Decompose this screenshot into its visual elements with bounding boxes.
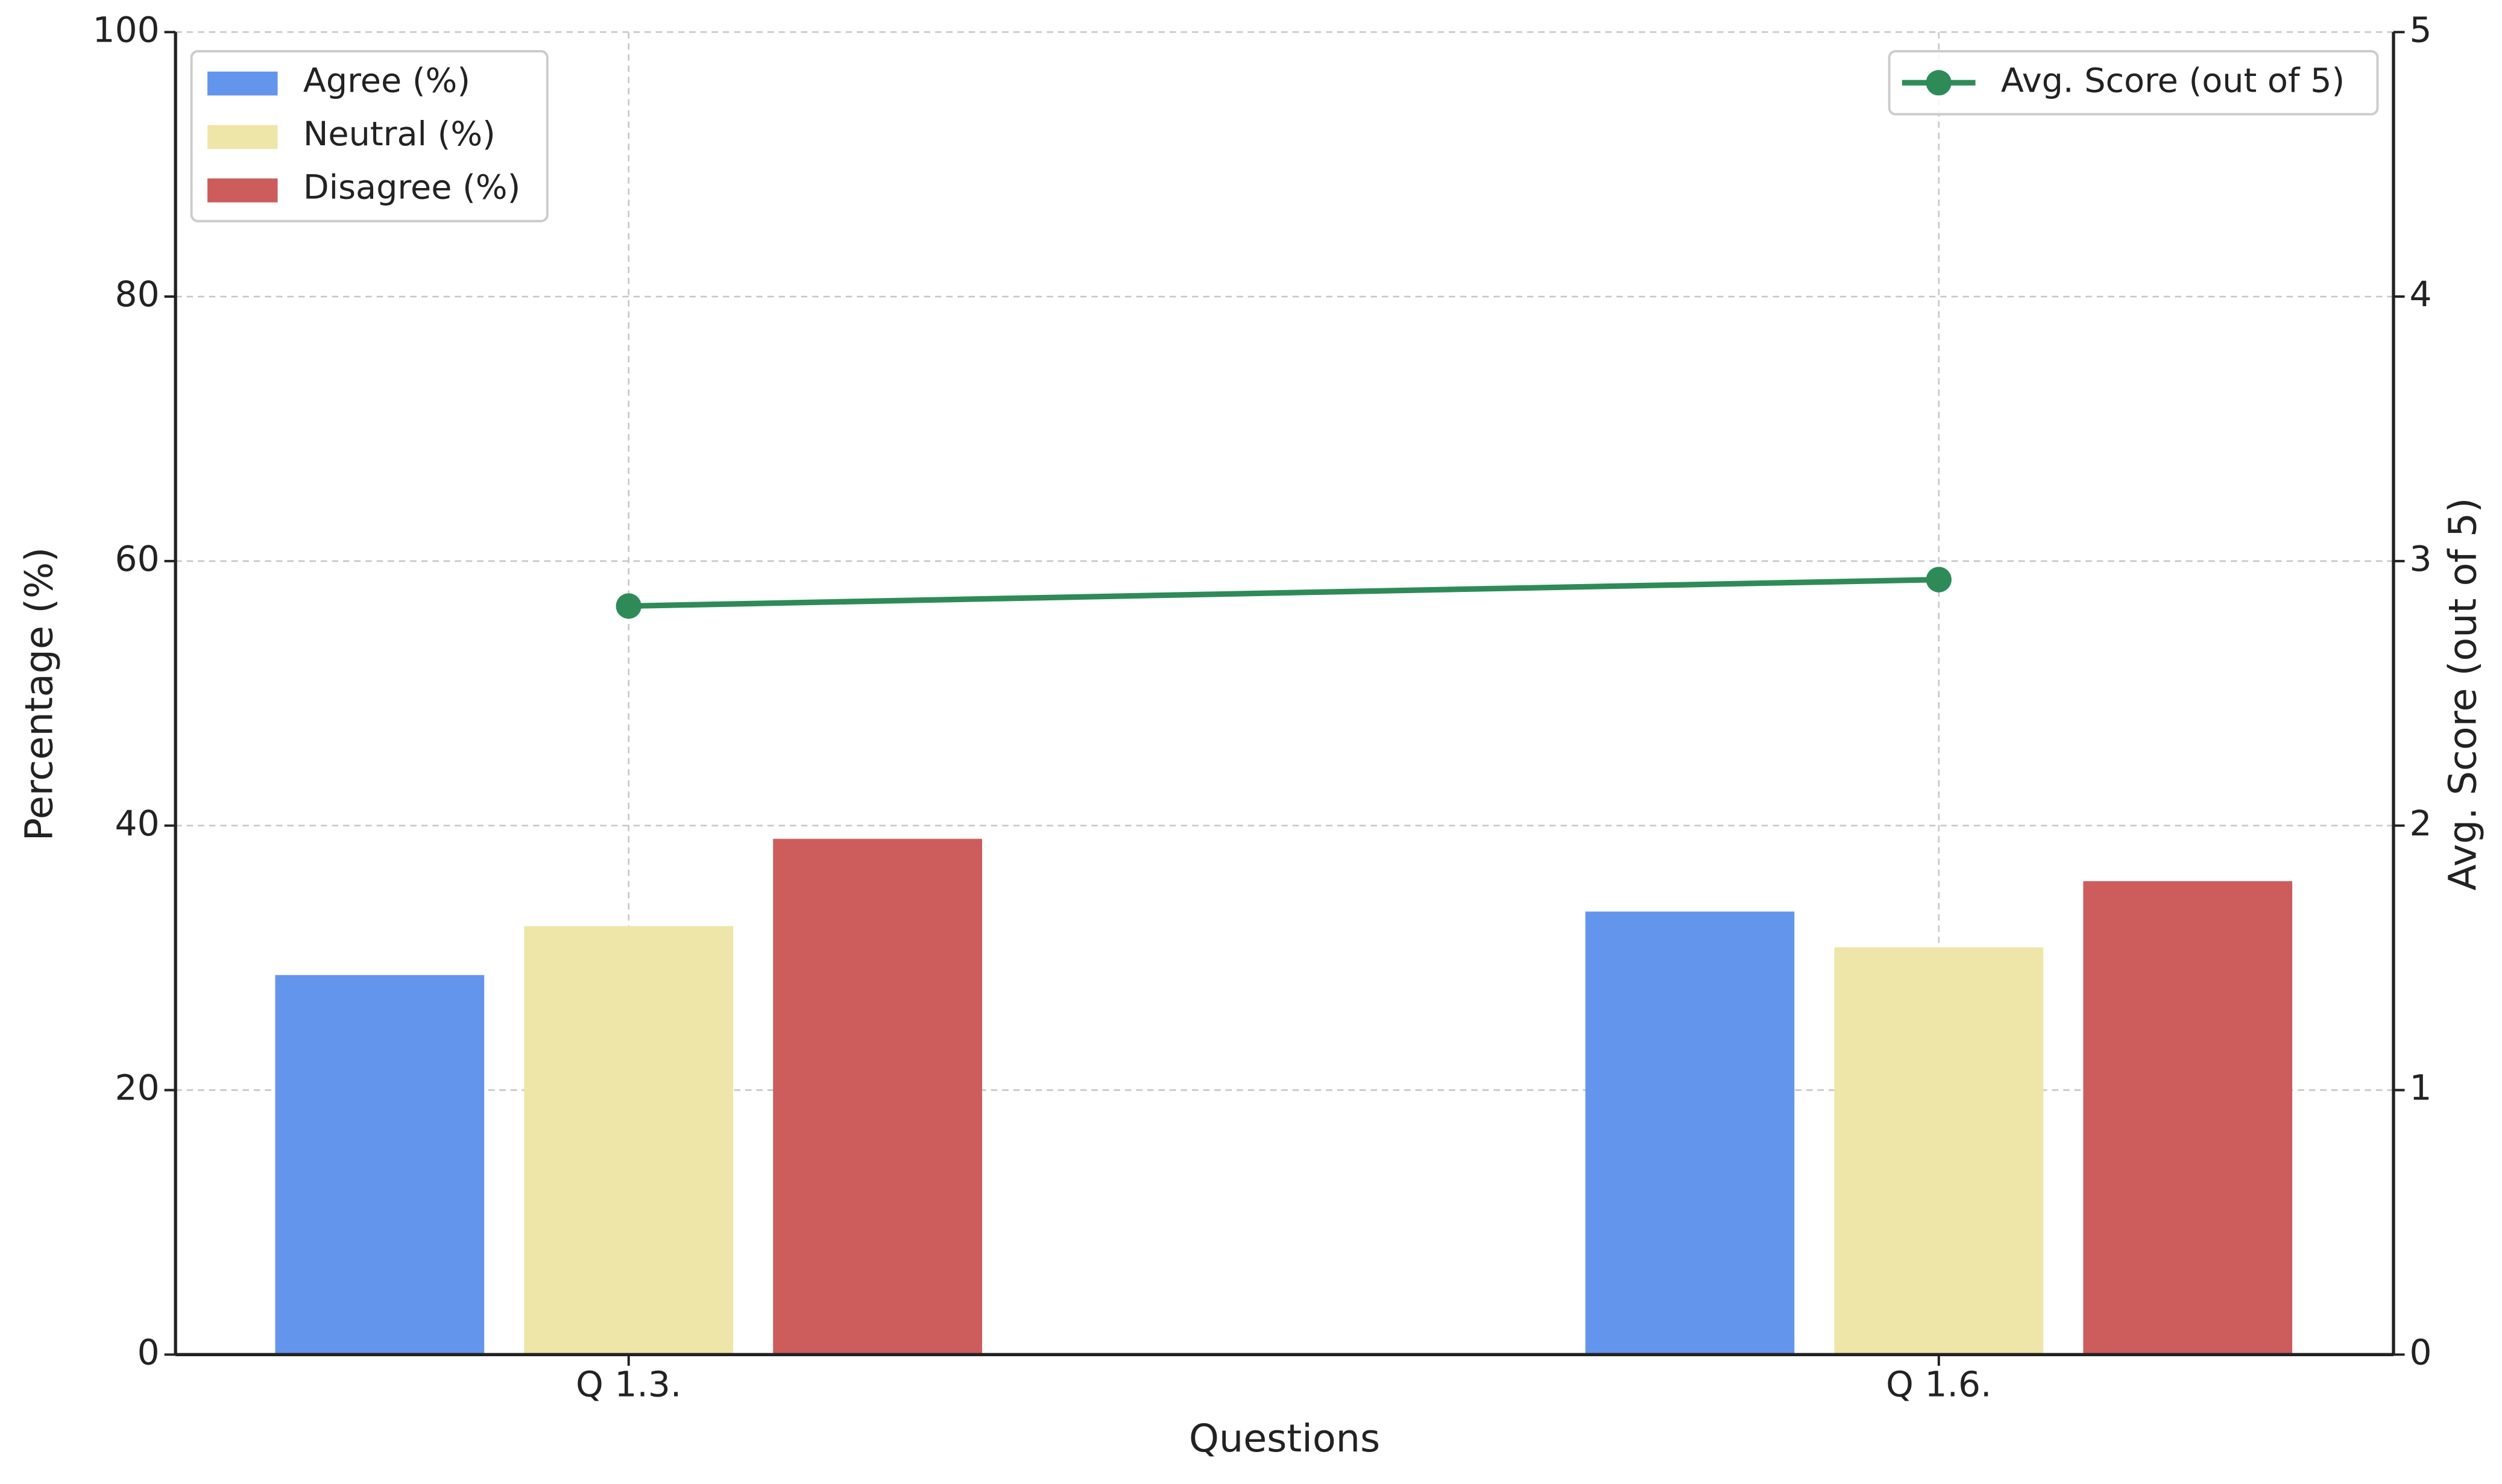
- x-tick-label: Q 1.6.: [1886, 1363, 1991, 1404]
- y-tick-label: 0: [137, 1332, 160, 1372]
- y2-tick-label: 1: [2409, 1067, 2431, 1108]
- legend-swatch: [207, 178, 278, 203]
- x-axis-label: Questions: [1189, 1416, 1380, 1460]
- bar: [1834, 947, 2044, 1355]
- y2-axis-label: Avg. Score (out of 5): [2441, 498, 2485, 891]
- y2-tick-label: 0: [2409, 1332, 2431, 1372]
- legend-box: [190, 50, 549, 222]
- y-axis-label: Percentage (%): [16, 547, 61, 841]
- legend-label: Neutral (%): [303, 115, 496, 154]
- line-marker: [616, 593, 641, 619]
- legend-marker: [1926, 70, 1952, 96]
- bar: [1585, 911, 1795, 1355]
- y-tick-label: 60: [115, 538, 160, 579]
- y2-tick-label: 3: [2409, 538, 2431, 579]
- y-tick-label: 40: [115, 803, 160, 844]
- legend-swatch: [207, 125, 278, 149]
- bar: [2083, 881, 2293, 1355]
- bar: [275, 975, 485, 1355]
- y2-tick-label: 5: [2409, 9, 2431, 50]
- legend-label: Avg. Score (out of 5): [2001, 61, 2345, 100]
- y2-tick-label: 2: [2409, 803, 2431, 844]
- y2-tick-label: 4: [2409, 274, 2431, 315]
- bar: [524, 926, 734, 1355]
- legend-label: Disagree (%): [303, 168, 520, 207]
- line-marker: [1926, 567, 1952, 593]
- y-tick-label: 20: [115, 1067, 160, 1108]
- legend-label: Agree (%): [303, 61, 470, 100]
- legend-box: [1888, 50, 2379, 116]
- line: [628, 576, 1939, 609]
- legend: Agree (%) Neutral (%) Disagree (%): [190, 50, 549, 222]
- bar: [773, 838, 982, 1355]
- y-tick-label: 80: [115, 274, 160, 315]
- x-tick-label: Q 1.3.: [576, 1363, 681, 1404]
- y-tick-label: 100: [93, 9, 160, 50]
- legend-swatch: [207, 71, 278, 96]
- legend: Avg. Score (out of 5): [1888, 50, 2379, 116]
